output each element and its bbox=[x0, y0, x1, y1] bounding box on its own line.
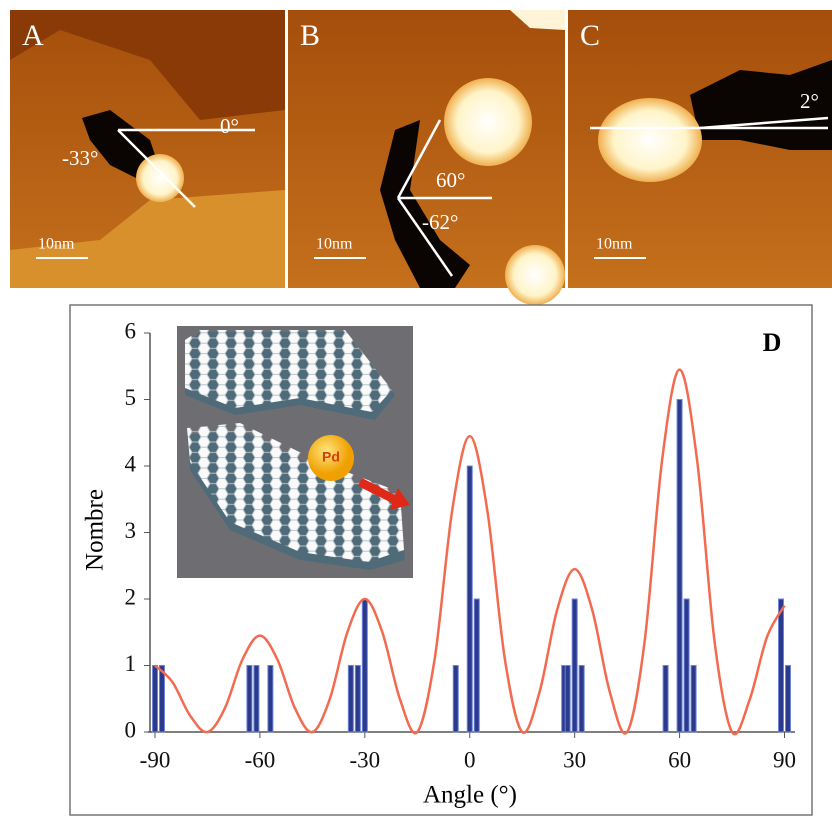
bar bbox=[354, 665, 361, 733]
bar bbox=[578, 665, 585, 733]
y-tick-label: 2 bbox=[125, 584, 137, 609]
x-tick-label: -60 bbox=[245, 747, 276, 772]
bar bbox=[151, 665, 158, 733]
x-tick-label: 60 bbox=[668, 747, 691, 772]
y-tick-label: 3 bbox=[125, 518, 137, 543]
y-tick-label: 0 bbox=[125, 717, 137, 742]
x-tick-label: 90 bbox=[773, 747, 796, 772]
bar bbox=[473, 598, 480, 733]
panel-label: A bbox=[22, 19, 44, 52]
panel-label: C bbox=[580, 19, 600, 52]
bar bbox=[246, 665, 253, 733]
y-axis-title: Nombre bbox=[82, 489, 109, 571]
chart-title: D bbox=[763, 328, 782, 357]
bar bbox=[662, 665, 669, 733]
bar bbox=[778, 598, 785, 733]
fit-curve bbox=[154, 368, 786, 736]
x-axis-title: Angle (°) bbox=[423, 782, 517, 809]
y-tick-label: 4 bbox=[125, 451, 137, 476]
x-tick-label: 0 bbox=[464, 747, 476, 772]
scale-label: 10nm bbox=[38, 236, 75, 253]
bar bbox=[158, 665, 165, 733]
x-tick-label: -90 bbox=[140, 747, 171, 772]
bar bbox=[785, 665, 792, 733]
panel-c: C 2° 10nm bbox=[568, 10, 832, 288]
panel-b: B 60° -62° 10nm bbox=[288, 10, 565, 305]
y-tick-label: 6 bbox=[125, 318, 137, 343]
y-tick-label: 1 bbox=[125, 651, 137, 676]
scale-label: 10nm bbox=[596, 236, 633, 253]
bar bbox=[690, 665, 697, 733]
bar bbox=[683, 598, 690, 733]
inset: Pd bbox=[177, 326, 413, 578]
bar bbox=[267, 665, 274, 733]
angle-label: -62° bbox=[422, 210, 458, 234]
bar bbox=[452, 665, 459, 733]
x-tick-label: 30 bbox=[563, 747, 586, 772]
bar bbox=[571, 598, 578, 733]
bar bbox=[347, 665, 354, 733]
angle-label: 0° bbox=[220, 114, 239, 138]
angle-label: -33° bbox=[62, 146, 98, 170]
bar bbox=[253, 665, 260, 733]
bar bbox=[361, 598, 368, 733]
angle-label: 2° bbox=[800, 89, 819, 113]
plot: 0 1 2 3 4 5 6 -90 -60 -30 0 30 60 90 bbox=[125, 318, 797, 772]
bar bbox=[564, 665, 571, 733]
angle-label: 60° bbox=[436, 168, 465, 192]
scale-label: 10nm bbox=[316, 236, 353, 253]
panel-label: B bbox=[300, 19, 320, 52]
inset-label: Pd bbox=[322, 449, 340, 465]
bar bbox=[466, 465, 473, 733]
y-tick-label: 5 bbox=[125, 385, 137, 410]
x-tick-label: -30 bbox=[349, 747, 380, 772]
panel-a: A 0° -33° 10nm bbox=[10, 10, 285, 288]
bar bbox=[676, 399, 683, 733]
